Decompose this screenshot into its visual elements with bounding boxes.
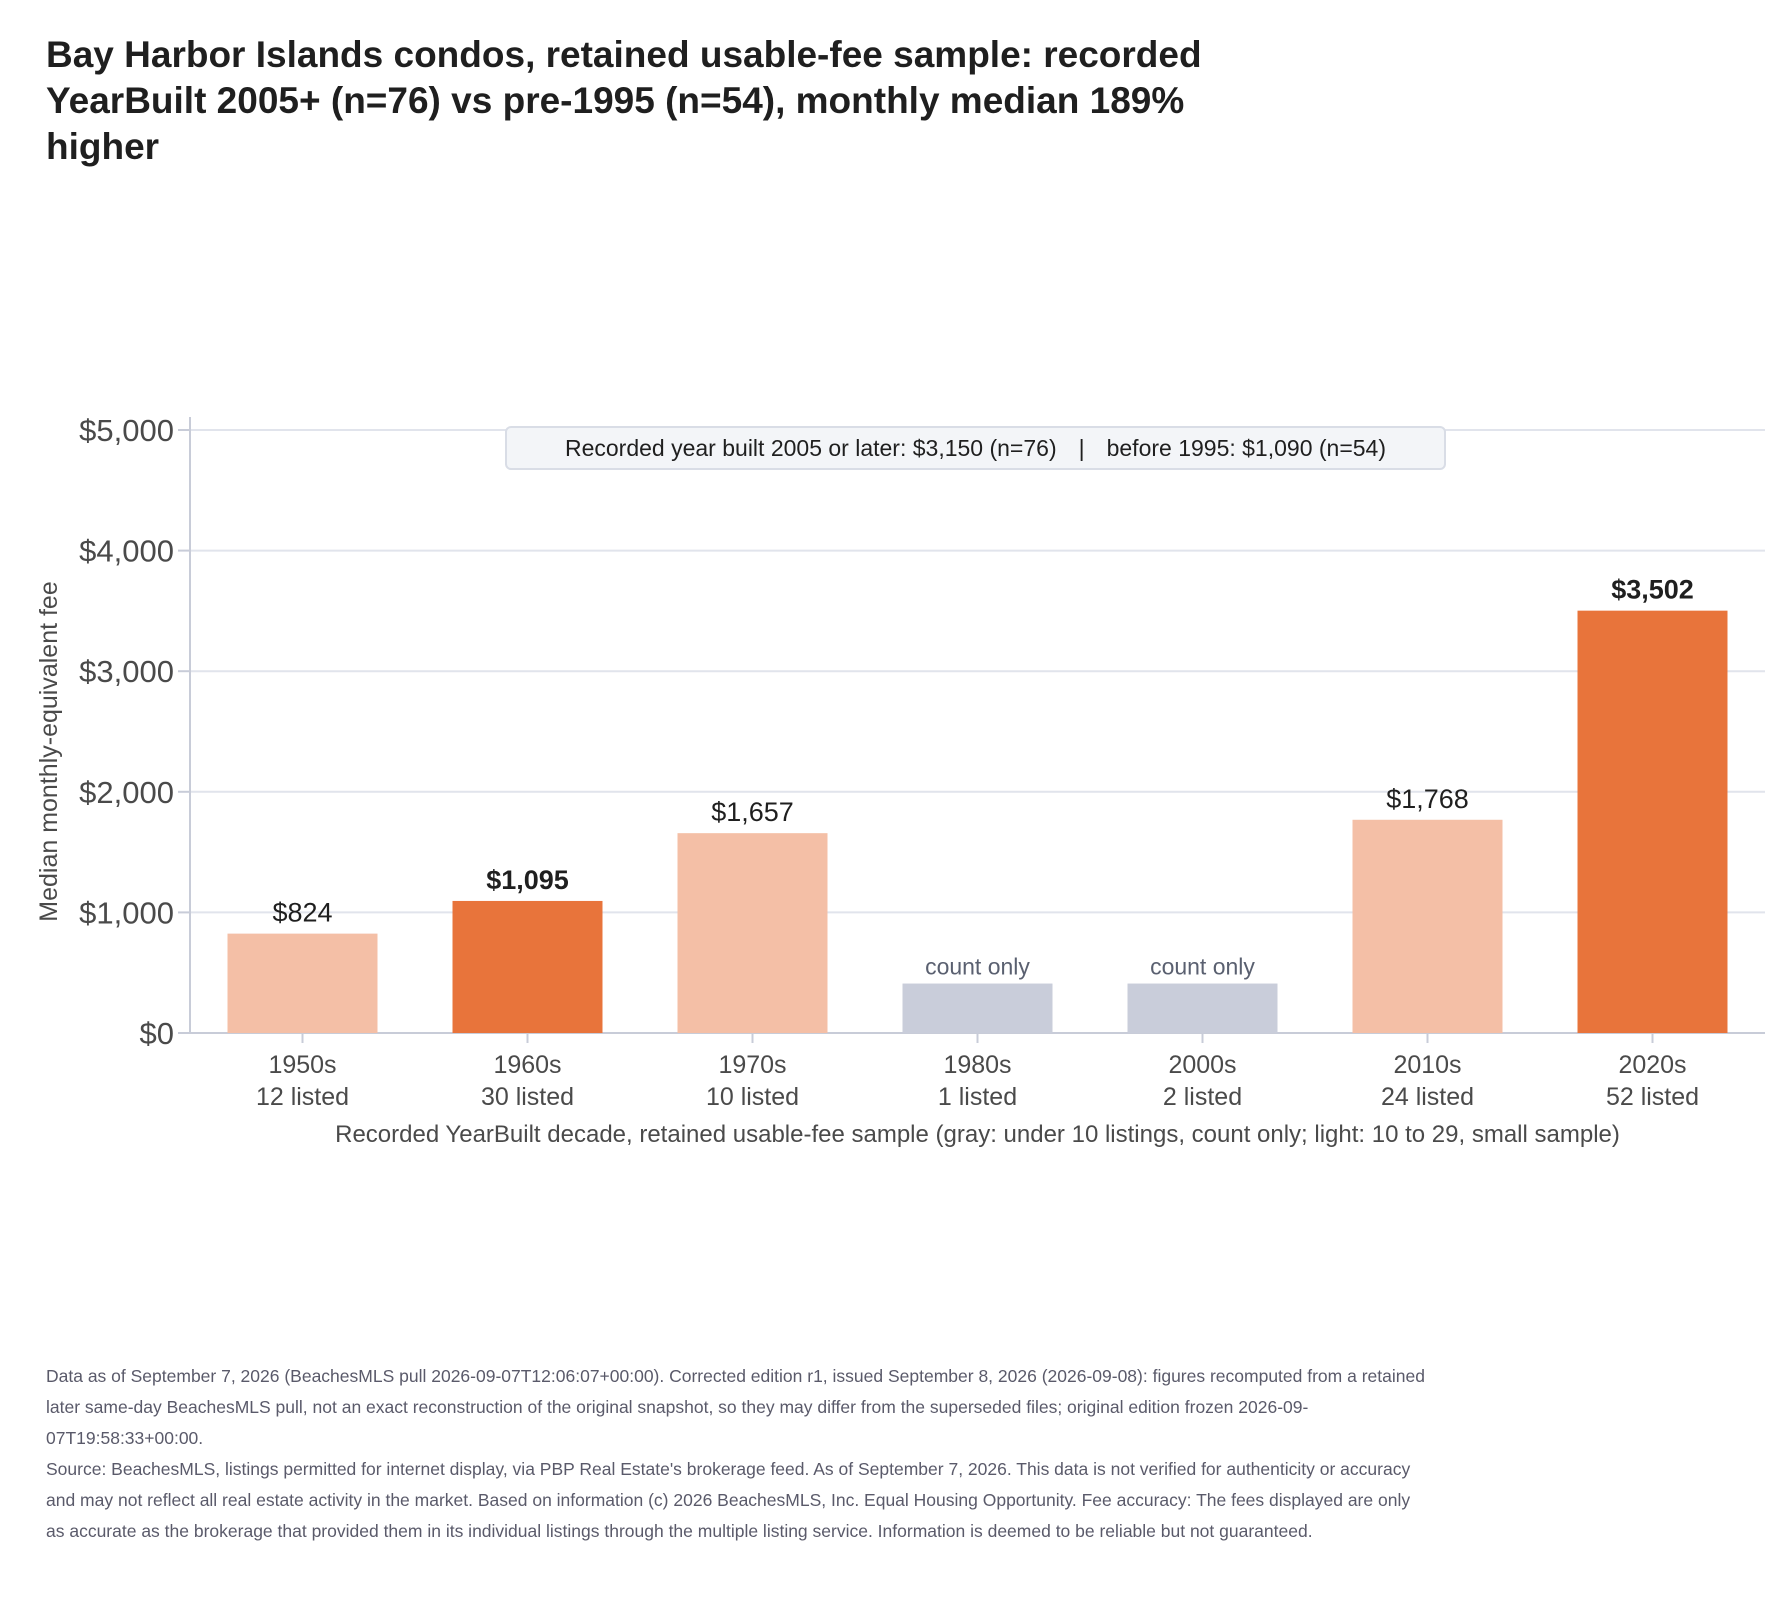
x-tick-count: 1 listed — [938, 1083, 1017, 1111]
x-tick-count: 52 listed — [1606, 1083, 1699, 1111]
x-tick-label: 1980s — [943, 1051, 1011, 1079]
annotation-left: Recorded year built 2005 or later: $3,15… — [564, 435, 1057, 461]
bar — [227, 933, 378, 1033]
bar — [1352, 819, 1503, 1033]
data-label: count only — [925, 954, 1030, 980]
data-label: $1,095 — [486, 865, 569, 895]
x-tick-count: 2 listed — [1163, 1083, 1242, 1111]
x-tick-label: 2000s — [1168, 1051, 1236, 1079]
y-tick-label: $1,000 — [79, 895, 174, 930]
annotation-separator: | — [1078, 435, 1085, 461]
bar — [452, 900, 603, 1033]
bar — [677, 833, 828, 1033]
x-tick-label: 1960s — [493, 1051, 561, 1079]
data-label: $3,502 — [1611, 575, 1694, 605]
annotation-right: before 1995: $1,090 (n=54) — [1106, 435, 1387, 461]
data-label: $1,657 — [711, 797, 794, 827]
footnote-data-note: Data as of September 7, 2026 (BeachesMLS… — [46, 1366, 1425, 1448]
data-label: $824 — [272, 898, 332, 928]
y-axis-title: Median monthly-equivalent fee — [35, 581, 63, 921]
x-tick-count: 10 listed — [706, 1083, 799, 1111]
y-tick-label: $0 — [140, 1016, 174, 1051]
y-tick-label: $4,000 — [79, 534, 174, 569]
y-tick-label: $3,000 — [79, 654, 174, 689]
bar — [1127, 983, 1278, 1033]
footnote: Data as of September 7, 2026 (BeachesMLS… — [46, 1361, 1426, 1547]
chart-title: Bay Harbor Islands condos, retained usab… — [46, 34, 1202, 167]
bar — [902, 983, 1053, 1033]
footnote-source-note: Source: BeachesMLS, listings permitted f… — [46, 1459, 1411, 1541]
x-tick-count: 12 listed — [256, 1083, 349, 1111]
x-tick-count: 24 listed — [1381, 1083, 1474, 1111]
y-tick-label: $5,000 — [79, 413, 174, 448]
x-tick-label: 1950s — [268, 1051, 336, 1079]
data-label: $1,768 — [1386, 784, 1469, 814]
x-tick-label: 1970s — [718, 1051, 786, 1079]
bar — [1577, 610, 1728, 1033]
y-tick-label: $2,000 — [79, 775, 174, 810]
x-tick-label: 2020s — [1618, 1051, 1686, 1079]
x-tick-label: 2010s — [1393, 1051, 1461, 1079]
x-tick-count: 30 listed — [481, 1083, 574, 1111]
x-axis-title: Recorded YearBuilt decade, retained usab… — [335, 1121, 1620, 1148]
data-label: count only — [1150, 954, 1255, 980]
summary-annotation: Recorded year built 2005 or later: $3,15… — [505, 426, 1446, 470]
